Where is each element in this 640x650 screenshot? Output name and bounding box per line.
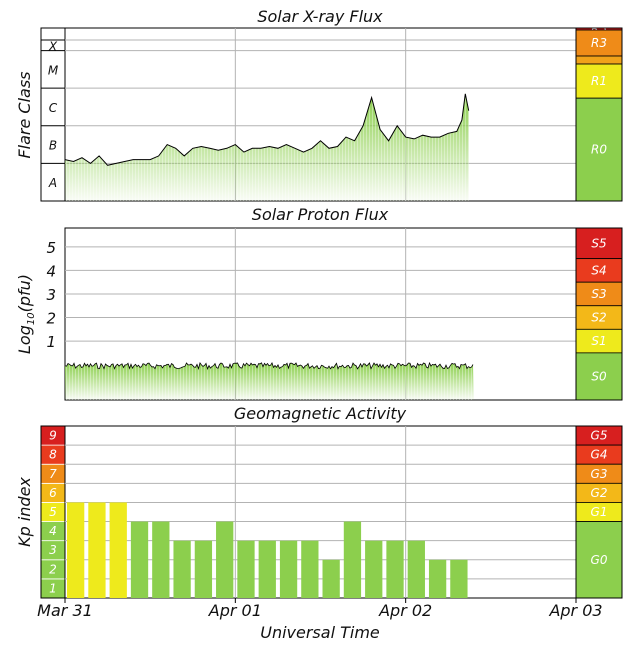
r-scale-label: R0 [591, 143, 607, 157]
r-scale-label: R3 [591, 36, 607, 50]
flare-class-label: B [49, 139, 57, 153]
proton-tick-label: 5 [46, 239, 56, 257]
flare-class-label: M [48, 63, 59, 77]
x-tick-label: Apr 01 [208, 601, 262, 620]
g-scale-label: G5 [591, 429, 608, 443]
kp-bars [67, 502, 468, 598]
kp-bar [109, 502, 127, 598]
kp-bar [450, 559, 468, 598]
r-scale-segment [575, 97, 623, 202]
proton-tick-label: 3 [46, 286, 56, 304]
s-scale-label: S4 [591, 263, 606, 277]
r-scale-label: R1 [591, 74, 607, 88]
g-scale-label: G1 [591, 505, 608, 519]
kp-bar [279, 540, 298, 598]
proton-panel: 1 2 3 4 5 S5 S4 S3 S2 S1 S0 [46, 227, 623, 401]
g-scale-label: G0 [591, 553, 608, 567]
kp-level-label: 1 [49, 581, 57, 595]
proton-flux-area [64, 361, 474, 400]
kp-level-label: 2 [49, 562, 57, 576]
x-tick-label: Apr 02 [378, 601, 432, 620]
kp-bar [130, 521, 149, 598]
kp-bar [428, 559, 447, 598]
x-axis-label: Universal Time [260, 623, 380, 642]
kp-level-label: 7 [49, 467, 57, 481]
kp-level-label: 5 [49, 505, 57, 519]
xray-class-dividers [41, 39, 65, 164]
s-scale-segment [575, 227, 623, 260]
proton-tick-label: 4 [46, 262, 56, 280]
s-scale-border [575, 227, 623, 401]
proton-s-scale: S5 S4 S3 S2 S1 S0 [575, 227, 623, 401]
kp-bar [216, 521, 234, 598]
g-scale-label: G3 [591, 467, 608, 481]
s-scale-label: S5 [591, 236, 606, 250]
proton-ylabel-sub: 10 [26, 312, 37, 325]
geomag-g-scale: G5 G4 G3 G2 G1 G0 [575, 425, 623, 599]
flare-class-label: C [49, 101, 58, 115]
kp-bar [237, 540, 255, 598]
kp-bar [386, 540, 404, 598]
kp-bar [322, 559, 340, 598]
xray-class-labels: A B C MX [48, 39, 59, 190]
kp-bar [343, 521, 362, 598]
kp-level-label: 4 [49, 524, 57, 538]
x-tick-label: Mar 31 [37, 601, 93, 620]
x-axis-ticks: Mar 31 Apr 01 Apr 02 Apr 03 [37, 598, 603, 620]
g-scale-border [575, 425, 623, 599]
xray-flux-area [64, 93, 470, 201]
g-scale-label: G2 [591, 486, 608, 500]
kp-bar [407, 540, 425, 598]
proton-ylabel: Log10(pfu) [15, 274, 37, 354]
kp-level-label: 3 [49, 543, 57, 557]
proton-gridlines [65, 228, 576, 400]
proton-tick-label: 2 [46, 310, 56, 328]
s-scale-label: S0 [591, 369, 607, 383]
proton-flux-streaks [65, 362, 474, 400]
proton-title: Solar Proton Flux [252, 205, 389, 224]
kp-level-column: 1 2 3 4 5 6 7 8 9 [40, 425, 66, 599]
geomag-plot-frame [64, 425, 577, 599]
xray-flux-line [64, 93, 470, 166]
r-scale-border [575, 27, 623, 202]
xray-ylabel: Flare Class [15, 71, 34, 158]
kp-level-label: 8 [49, 448, 57, 462]
g-scale-label: G4 [591, 448, 608, 462]
kp-bar [173, 540, 191, 598]
kp-bar [258, 540, 276, 598]
x-tick-label: Apr 03 [548, 601, 602, 620]
g-scale-segment [575, 521, 623, 599]
kp-level-label: 9 [49, 429, 57, 443]
r-scale-segment [575, 55, 623, 65]
proton-tick-label: 1 [46, 333, 56, 351]
geomag-panel: 1 2 3 4 5 6 7 8 9 G5 G4 G3 G2 G1 G0 [40, 425, 623, 599]
proton-flux-line [64, 361, 474, 370]
kp-bar [152, 521, 170, 598]
s-scale-segment [575, 352, 623, 401]
flare-class-label: A [48, 176, 57, 190]
geomag-gridlines [65, 426, 576, 598]
kp-bar [301, 540, 319, 598]
geomag-ylabel: Kp index [15, 477, 34, 547]
xray-class-column [40, 27, 66, 202]
proton-ylabel-main: Log [15, 325, 34, 354]
flare-class-label: X [48, 39, 58, 53]
proton-ylabel-tail: (pfu) [15, 274, 34, 312]
kp-bar [194, 540, 213, 598]
proton-y-ticks: 1 2 3 4 5 [46, 239, 56, 351]
s-scale-label: S3 [591, 287, 606, 301]
kp-level-label: 6 [49, 486, 57, 500]
kp-bar [67, 502, 85, 598]
kp-bar [88, 502, 106, 598]
s-scale-label: S2 [591, 311, 606, 325]
kp-bar [365, 540, 383, 598]
s-scale-label: S1 [591, 334, 606, 348]
geomag-title: Geomagnetic Activity [234, 404, 407, 423]
xray-title: Solar X-ray Flux [257, 7, 383, 26]
